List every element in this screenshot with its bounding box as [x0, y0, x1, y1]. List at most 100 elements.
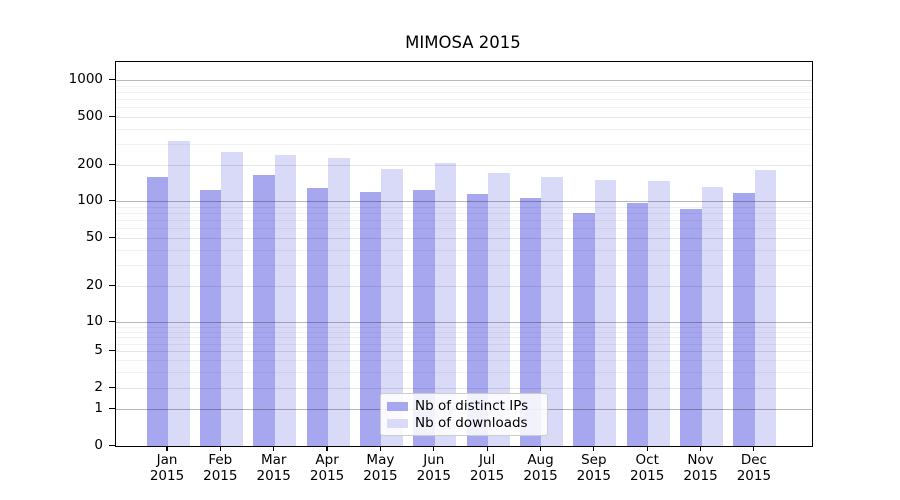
x-tick	[593, 446, 595, 451]
y-tick-label: 2	[94, 379, 103, 395]
x-tick	[273, 446, 275, 451]
y-gridline	[116, 201, 812, 203]
y-gridline	[116, 237, 812, 239]
y-gridline-minor	[116, 249, 812, 251]
y-gridline	[116, 388, 812, 389]
y-gridline-minor	[116, 371, 812, 373]
legend-label-distinct-ips: Nb of distinct IPs	[415, 398, 529, 414]
y-gridline	[116, 164, 812, 166]
bar-nb-of-downloads	[541, 176, 563, 446]
legend-item-distinct-ips: Nb of distinct IPs	[387, 398, 540, 414]
y-tick-label: 100	[77, 192, 103, 209]
x-tick	[646, 446, 648, 451]
bar-nb-of-distinct-ips	[680, 209, 702, 446]
bar-nb-of-downloads	[434, 163, 457, 446]
bar-nb-of-downloads	[648, 181, 670, 446]
bar-nb-of-distinct-ips	[573, 213, 595, 446]
bar-nb-of-downloads	[168, 140, 190, 446]
y-tick	[109, 445, 115, 447]
bar-nb-of-distinct-ips	[733, 192, 755, 446]
x-tick-label: Apr 2015	[309, 452, 345, 484]
x-tick-label: Nov 2015	[683, 452, 718, 484]
x-tick	[166, 446, 168, 451]
y-gridline-minor	[116, 213, 812, 214]
x-tick-label: Sep 2015	[576, 452, 611, 484]
y-gridline-minor	[116, 264, 812, 266]
y-tick	[109, 79, 115, 81]
bar-nb-of-downloads	[754, 170, 777, 446]
y-gridline-minor	[116, 99, 812, 100]
chart-title: MIMOSA 2015	[405, 33, 521, 52]
x-tick-label: Mar 2015	[256, 452, 291, 484]
legend-item-downloads: Nb of downloads	[387, 415, 540, 431]
bar-nb-of-downloads	[381, 169, 403, 446]
bar-nb-of-downloads	[488, 172, 510, 446]
y-tick	[109, 236, 115, 238]
y-gridline-minor	[116, 326, 812, 328]
x-tick	[433, 446, 435, 451]
y-tick-label: 200	[77, 155, 103, 172]
y-gridline-minor	[116, 143, 812, 145]
y-tick-label: 5	[94, 342, 103, 358]
bar-nb-of-distinct-ips	[146, 176, 168, 446]
y-gridline-minor	[116, 337, 812, 339]
bar-nb-of-distinct-ips	[626, 203, 649, 446]
x-tick	[753, 446, 755, 451]
y-tick	[109, 284, 115, 287]
y-gridline-minor	[116, 228, 812, 230]
y-tick-label: 0	[94, 437, 103, 453]
x-tick	[539, 446, 542, 451]
bar-nb-of-downloads	[594, 179, 617, 446]
x-tick	[326, 446, 328, 451]
legend: Nb of distinct IPs Nb of downloads	[380, 393, 548, 436]
x-tick-label: May 2015	[363, 452, 398, 484]
x-tick	[486, 446, 488, 451]
y-gridline-minor	[116, 360, 812, 361]
x-tick-label: Jul 2015	[469, 452, 505, 484]
y-gridline-minor	[116, 343, 812, 345]
bar-nb-of-downloads	[701, 187, 723, 446]
y-tick	[109, 115, 115, 117]
y-tick-label: 20	[85, 276, 103, 293]
bar-nb-of-downloads	[328, 158, 350, 446]
bar-nb-of-distinct-ips	[413, 189, 435, 446]
x-tick-label: Jan 2015	[149, 452, 185, 484]
y-tick	[109, 350, 115, 352]
y-gridline-minor	[116, 128, 812, 130]
x-tick-label: Jun 2015	[416, 452, 451, 484]
legend-label-downloads: Nb of downloads	[415, 415, 528, 431]
y-tick	[109, 163, 115, 166]
y-gridline-minor	[116, 206, 812, 208]
y-tick	[109, 200, 115, 202]
y-gridline	[116, 351, 812, 352]
legend-swatch-distinct-ips	[387, 401, 408, 411]
y-gridline-minor	[116, 220, 812, 221]
x-tick-label: Feb 2015	[203, 452, 238, 484]
y-tick	[109, 321, 115, 323]
x-tick	[219, 446, 221, 451]
y-tick-label: 50	[85, 228, 103, 245]
y-gridline-minor	[116, 331, 812, 333]
bar-nb-of-distinct-ips	[519, 197, 542, 446]
legend-swatch-downloads	[387, 418, 408, 428]
y-tick-label: 500	[77, 107, 103, 124]
y-tick-label: 10	[85, 313, 103, 330]
bar-nb-of-distinct-ips	[199, 189, 222, 446]
y-gridline-minor	[116, 92, 812, 93]
y-gridline	[116, 285, 812, 287]
x-tick-label: Aug 2015	[523, 452, 558, 484]
y-tick	[109, 408, 115, 410]
bar-nb-of-distinct-ips	[306, 187, 329, 446]
y-gridline-minor	[116, 85, 812, 87]
y-tick-label: 1	[94, 400, 103, 416]
y-tick	[109, 387, 115, 389]
bar-nb-of-distinct-ips	[253, 175, 275, 446]
y-gridline	[116, 80, 812, 82]
y-gridline	[116, 116, 812, 118]
plot-area: Nb of distinct IPs Nb of downloads	[115, 61, 813, 447]
x-tick	[699, 446, 702, 451]
y-gridline	[116, 322, 812, 324]
x-tick	[379, 446, 381, 451]
bar-nb-of-downloads	[274, 155, 297, 446]
